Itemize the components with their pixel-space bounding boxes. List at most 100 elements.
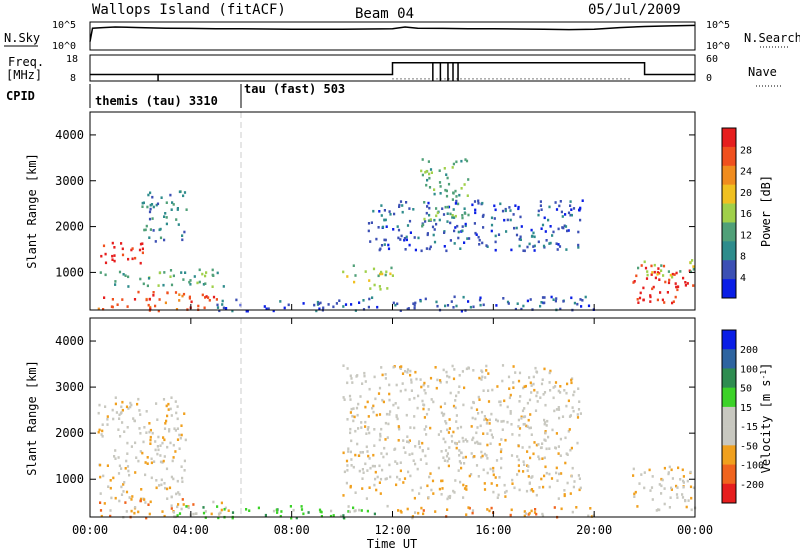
velocity-cell-1-65 [109,509,112,512]
power-cell-6-282 [478,243,481,246]
power-cell-4-56 [221,299,224,303]
velocity-cell-0-139 [165,467,169,471]
velocity-cell-0-7 [149,438,152,442]
power-cell-7-5 [449,212,452,216]
velocity-cb-frame [721,329,737,504]
power-cell-6-74 [494,234,497,238]
velocity-cell-0-150 [117,456,120,459]
velocity-cell-3-400 [354,453,357,457]
power-cell-4-8 [263,305,266,308]
power-cell-4-31 [344,303,348,306]
velocity-cell-3-330 [446,459,449,463]
velocity-cell-3-154 [445,422,448,425]
velocity-cell-2-22 [329,514,333,518]
velocity-cell-3-727 [566,382,569,386]
power-cell-6-187 [547,218,550,222]
power-cell-9-70 [673,273,676,276]
velocity-cell-3-54 [399,389,402,393]
velocity-cell-0-148 [175,411,178,415]
velocity-cb-swatch-8 [722,483,736,504]
power-cell-3-42 [188,297,191,300]
power-cell-4-0 [216,306,220,309]
power-cell-6-205 [555,208,559,211]
power-cell-4-55 [317,302,321,305]
velocity-cell-3-290 [402,481,405,484]
power-cell-7-88 [435,214,438,218]
velocity-cb-swatch-0 [722,330,736,350]
power-cell-6-240 [380,244,384,247]
velocity-cell-5-82 [670,486,673,490]
power-cell-5-27 [389,272,392,276]
power-cell-6-13 [569,213,572,217]
velocity-cell-3-2 [502,419,505,423]
velocity-cell-2-35 [339,514,343,518]
power-cell-6-237 [539,204,542,207]
velocity-cell-3-409 [492,473,495,477]
velocity-cell-2-47 [318,508,322,512]
power-cell-7-72 [430,171,433,174]
power-cell-6-118 [378,210,381,213]
velocity-cell-0-121 [126,426,129,429]
power-colorbar-label: Power [dB] [759,175,773,247]
power-cell-6-24 [569,200,572,203]
power-cell-1-27 [159,236,163,240]
velocity-cell-0-204 [134,471,137,474]
velocity-cell-3-870 [454,399,457,402]
velocity-cell-3-385 [459,425,463,429]
velocity-cell-0-92 [160,478,163,482]
velocity-cell-3-439 [458,460,461,463]
power-cell-2-65 [212,274,215,277]
velocity-cell-3-691 [526,450,529,453]
power-cell-1-2 [181,234,184,237]
power-cell-6-5 [519,215,522,219]
power-cell-5-31 [378,285,381,288]
power-cell-9-59 [633,280,636,283]
velocity-cell-3-939 [499,400,502,403]
velocity-cell-3-428 [465,485,468,488]
velocity-cell-3-31 [379,477,383,481]
velocity-cell-3-812 [490,482,493,485]
velocity-cell-3-82 [461,370,464,373]
velocity-cell-1-36 [181,498,184,501]
velocity-cell-1-60 [109,514,112,518]
power-cell-0-21 [121,247,124,251]
velocity-cell-0-147 [137,397,140,401]
velocity-cell-5-71 [690,508,693,512]
power-cell-7-16 [420,169,423,173]
velocity-cell-3-650 [364,425,367,428]
velocity-cell-3-810 [444,440,447,444]
power-cell-6-320 [532,231,535,235]
power-cell-6-114 [461,225,464,228]
power-cell-8-33 [453,295,456,299]
power-cell-2-25 [198,268,201,272]
velocity-cell-0-197 [170,414,173,417]
velocity-cell-3-144 [369,466,372,470]
power-cell-6-58 [510,248,513,252]
power-cell-6-56 [514,204,517,207]
velocity-cell-3-148 [520,417,523,420]
velocity-cell-0-254 [174,429,177,432]
velocity-cell-3-963 [578,488,581,492]
velocity-cell-3-886 [523,415,527,418]
power-cell-3-50 [137,290,140,294]
velocity-cell-0-257 [163,455,166,458]
velocity-cell-3-422 [410,378,413,382]
power-cell-8-94 [520,307,523,311]
power-cell-5-2 [346,275,349,278]
velocity-cell-1-15 [99,509,103,512]
velocity-cell-3-937 [503,483,506,487]
power-cell-6-256 [459,247,462,250]
power-cell-6-209 [515,226,518,230]
power-cell-6-195 [567,229,570,232]
power-cell-4-50 [313,303,316,307]
velocity-cell-2-66 [386,504,389,508]
velocity-cell-3-357 [521,446,524,449]
velocity-colorbar-label: Velocity [m s-1] [759,363,774,474]
velocity-cell-3-106 [462,496,465,499]
velocity-cell-3-480 [442,456,445,459]
velocity-cell-3-370 [498,400,501,404]
power-cell-2-34 [211,285,214,288]
power-cell-10-3 [653,263,656,267]
velocity-cell-0-269 [99,463,102,467]
